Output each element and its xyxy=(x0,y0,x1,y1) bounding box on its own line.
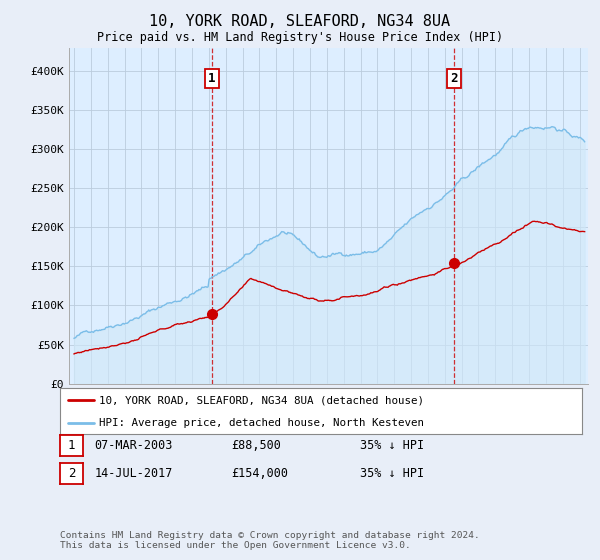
Text: 2: 2 xyxy=(450,72,458,85)
Text: 1: 1 xyxy=(208,72,215,85)
Text: Contains HM Land Registry data © Crown copyright and database right 2024.
This d: Contains HM Land Registry data © Crown c… xyxy=(60,530,480,550)
Text: 35% ↓ HPI: 35% ↓ HPI xyxy=(360,438,424,452)
Text: Price paid vs. HM Land Registry's House Price Index (HPI): Price paid vs. HM Land Registry's House … xyxy=(97,31,503,44)
Text: £154,000: £154,000 xyxy=(231,466,288,480)
Text: 10, YORK ROAD, SLEAFORD, NG34 8UA (detached house): 10, YORK ROAD, SLEAFORD, NG34 8UA (detac… xyxy=(99,395,424,405)
Text: 35% ↓ HPI: 35% ↓ HPI xyxy=(360,466,424,480)
Text: 07-MAR-2003: 07-MAR-2003 xyxy=(94,438,173,452)
Text: £88,500: £88,500 xyxy=(231,438,281,452)
Text: 1: 1 xyxy=(68,438,75,452)
Text: 10, YORK ROAD, SLEAFORD, NG34 8UA: 10, YORK ROAD, SLEAFORD, NG34 8UA xyxy=(149,14,451,29)
Text: 14-JUL-2017: 14-JUL-2017 xyxy=(94,466,173,480)
Text: 2: 2 xyxy=(68,466,75,480)
Text: HPI: Average price, detached house, North Kesteven: HPI: Average price, detached house, Nort… xyxy=(99,418,424,427)
